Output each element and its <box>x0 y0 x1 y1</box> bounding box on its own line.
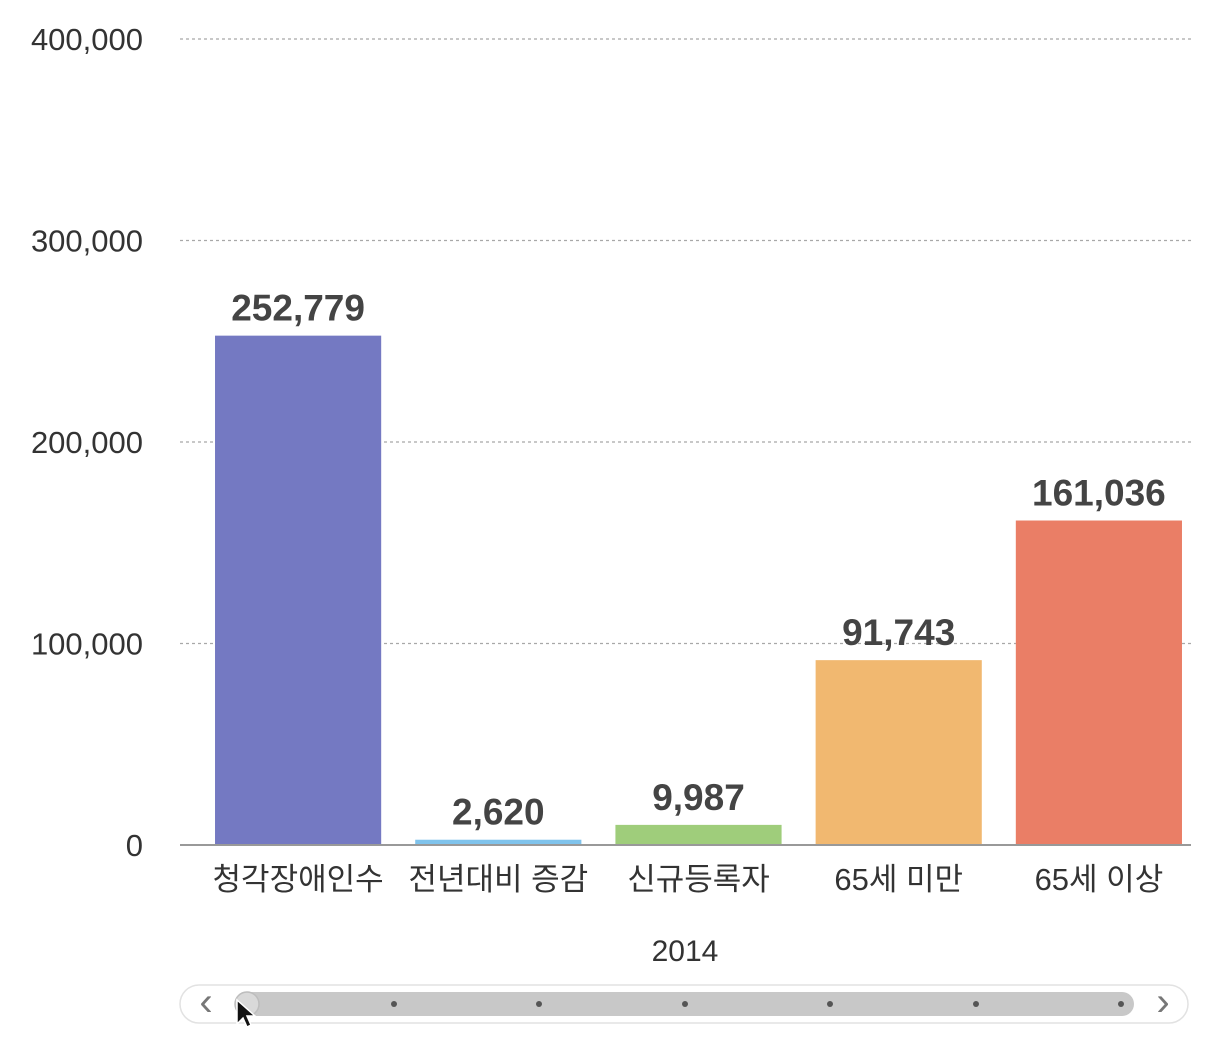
data-labels: 252,779 2,620 9,987 91,743 161,036 <box>231 288 1166 833</box>
bar[interactable] <box>1015 520 1182 845</box>
bar-value-label: 161,036 <box>1032 473 1166 514</box>
bar-value-label: 252,779 <box>231 288 365 329</box>
bar-value-label: 2,620 <box>452 792 545 833</box>
x-tick-label: 청각장애인수 <box>213 862 384 897</box>
scrollbar-dots <box>391 1001 1124 1007</box>
scrollbar-dot <box>827 1001 833 1007</box>
x-tick-label: 신규등록자 <box>627 862 770 897</box>
bar-value-label: 9,987 <box>652 777 745 818</box>
bar[interactable] <box>415 839 582 845</box>
y-tick-label: 100,000 <box>31 627 143 662</box>
scrollbar-dot <box>1118 1001 1124 1007</box>
bar[interactable] <box>215 335 382 845</box>
scrollbar-dot <box>973 1001 979 1007</box>
y-tick-label: 0 <box>126 828 143 863</box>
x-tick-label: 전년대비 증감 <box>408 862 588 897</box>
bars <box>215 335 1182 845</box>
scrollbar-dot <box>391 1001 397 1007</box>
scroll-left-arrow-icon[interactable]: ‹ <box>199 980 212 1024</box>
x-axis-title: 2014 <box>652 935 719 968</box>
bar-value-label: 91,743 <box>842 612 955 653</box>
scrollbar-dot <box>536 1001 542 1007</box>
y-tick-label: 200,000 <box>31 425 143 460</box>
y-tick-label: 300,000 <box>31 224 143 259</box>
y-tick-label: 400,000 <box>31 22 143 57</box>
scroll-right-arrow-icon[interactable]: › <box>1156 980 1169 1024</box>
x-axis-ticks: 청각장애인수 전년대비 증감 신규등록자 65세 미만 65세 이상 <box>213 862 1164 897</box>
bar[interactable] <box>815 660 982 845</box>
x-tick-label: 65세 이상 <box>1035 862 1164 897</box>
bar[interactable] <box>615 824 782 845</box>
x-tick-label: 65세 미만 <box>834 862 963 897</box>
mouse-cursor-icon <box>236 998 257 1029</box>
y-axis-ticks: 0 100,000 200,000 300,000 400,000 <box>31 22 143 863</box>
scrollbar-dot <box>682 1001 688 1007</box>
chart-scrollbar[interactable]: ‹ › <box>179 980 1189 1024</box>
